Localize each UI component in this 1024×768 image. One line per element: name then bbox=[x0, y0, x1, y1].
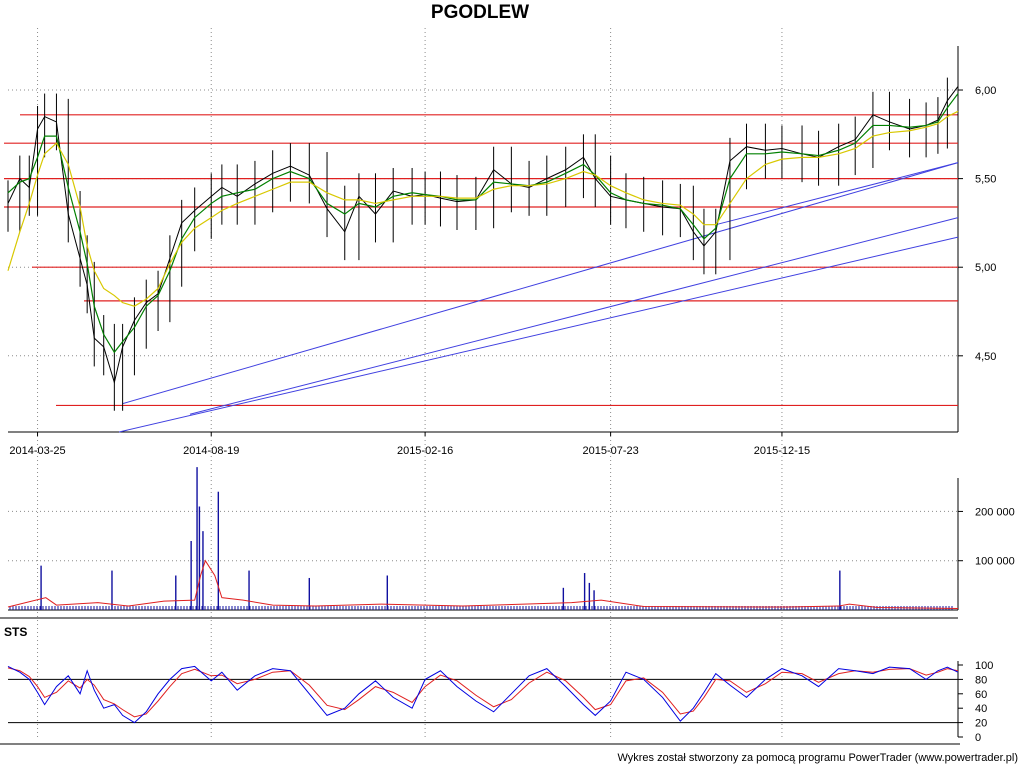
trendline bbox=[715, 162, 959, 226]
moving-average-long-line bbox=[7, 110, 959, 307]
moving-average-short-line bbox=[7, 93, 959, 354]
volume-average-line bbox=[7, 559, 959, 610]
chart-title: PGODLEW bbox=[431, 2, 529, 23]
price-panel: 2014-03-25 2014-08-19 2015-02-16 2015-07-23… bbox=[4, 28, 996, 740]
y-tick-label: 6,00 bbox=[975, 85, 996, 97]
price-line bbox=[7, 86, 959, 385]
x-tick-label: 2015-02-16 bbox=[397, 445, 453, 457]
oscillator-tick-label: 100 bbox=[975, 660, 993, 672]
oscillator-title: STS bbox=[4, 625, 27, 639]
x-tick-label: 2015-12-15 bbox=[754, 445, 810, 457]
oscillator-tick-label: 20 bbox=[975, 718, 987, 730]
y-tick-label: 5,00 bbox=[975, 262, 996, 274]
x-tick-label: 2014-03-25 bbox=[9, 445, 65, 457]
volume-tick-label: 100 000 bbox=[975, 556, 1015, 568]
volume-tick-label: 200 000 bbox=[975, 506, 1015, 518]
x-tick-label: 2014-08-19 bbox=[183, 445, 239, 457]
oscillator-panel: 0 20 40 60 80 100 bbox=[7, 660, 993, 744]
oscillator-tick-label: 60 bbox=[975, 689, 987, 701]
volume-panel: 100 000 200 000 bbox=[0, 467, 1015, 619]
oscillator-tick-label: 0 bbox=[975, 732, 981, 744]
y-tick-label: 5,50 bbox=[975, 174, 996, 186]
trendline bbox=[189, 217, 959, 415]
y-tick-label: 4,50 bbox=[975, 351, 996, 363]
sts-k-line bbox=[7, 665, 959, 724]
sts-d-line bbox=[7, 667, 959, 718]
trendline bbox=[122, 162, 959, 405]
oscillator-tick-label: 40 bbox=[975, 703, 987, 715]
x-tick-label: 2015-07-23 bbox=[582, 445, 638, 457]
oscillator-tick-label: 80 bbox=[975, 674, 987, 686]
credit-text: Wykres został stworzony za pomocą progra… bbox=[617, 752, 1018, 764]
trendline bbox=[118, 236, 959, 433]
